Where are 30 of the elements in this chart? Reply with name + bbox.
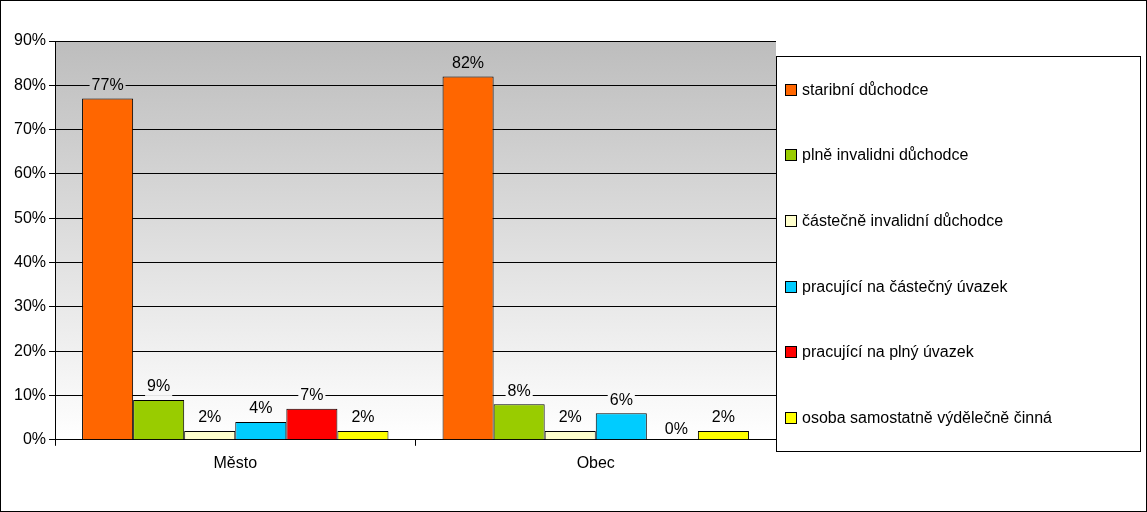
data-label: 2%	[198, 408, 222, 426]
y-tick-label: 0%	[22, 430, 47, 448]
data-label: 2%	[711, 408, 735, 426]
data-label: 77%	[91, 76, 124, 94]
annotation: 0%	[664, 420, 688, 438]
data-label: 8%	[507, 381, 531, 399]
y-tick-label: 80%	[13, 75, 47, 93]
y-tick-label: 70%	[13, 120, 47, 138]
y-tick-label: 10%	[13, 385, 47, 403]
y-tick-label: 20%	[13, 341, 47, 359]
y-tick-label: 50%	[13, 208, 47, 226]
legend-label: částečně invalidní důchodce	[802, 212, 1004, 231]
legend-label: pracující na plný úvazek	[802, 343, 974, 362]
data-label: 2%	[558, 408, 582, 426]
x-tick-label: Město	[213, 453, 258, 471]
y-tick-label: 40%	[13, 252, 47, 270]
legend-label: osoba samostatně výdělečně činná	[802, 409, 1052, 428]
data-label: 4%	[249, 399, 273, 417]
data-label: 2%	[351, 408, 375, 426]
data-label: 7%	[300, 386, 324, 404]
y-tick-label: 30%	[13, 297, 47, 315]
y-tick-label: 90%	[13, 31, 47, 49]
legend-label: plně invalidni důchodce	[802, 146, 969, 165]
legend-label: pracující na částečný úvazek	[802, 277, 1008, 296]
data-label: 6%	[609, 390, 633, 408]
y-tick-label: 60%	[13, 164, 47, 182]
x-tick-label: Obec	[576, 453, 615, 471]
data-label: 9%	[147, 377, 171, 395]
data-label: 82%	[452, 53, 485, 71]
legend-label: staribní důchodce	[802, 80, 929, 99]
